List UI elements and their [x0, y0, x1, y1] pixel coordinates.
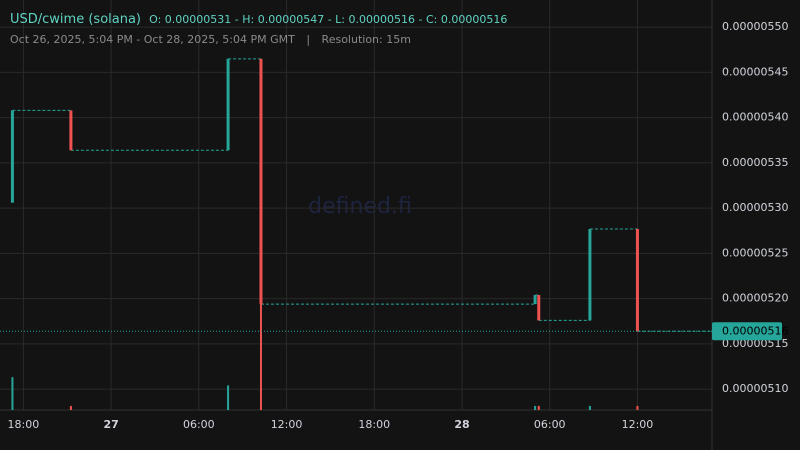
candle-body: [537, 295, 541, 321]
y-tick-label: 0.00000520: [722, 292, 788, 305]
x-tick-label: 06:00: [183, 418, 215, 431]
volume-bar: [69, 405, 72, 410]
candle-body: [533, 295, 537, 305]
volume-bar: [534, 405, 537, 410]
candle-body: [69, 110, 73, 151]
resolution: Resolution: 15m: [321, 33, 411, 46]
watermark: defined.fi: [308, 194, 412, 219]
volume-bar: [588, 405, 591, 410]
x-tick-label: 18:00: [358, 418, 390, 431]
x-tick-label: 18:00: [8, 418, 40, 431]
symbol: USD/cwime (solana): [10, 12, 141, 27]
x-tick-label: 06:00: [534, 418, 566, 431]
x-tick-label: 28: [454, 418, 469, 431]
date-range: Oct 26, 2025, 5:04 PM - Oct 28, 2025, 5:…: [10, 33, 295, 46]
subheader-line: Oct 26, 2025, 5:04 PM - Oct 28, 2025, 5:…: [10, 33, 411, 46]
volume-bar: [227, 385, 230, 410]
candle-body: [635, 228, 639, 332]
y-tick-label: 0.00000510: [722, 382, 788, 395]
y-tick-label: 0.00000525: [722, 246, 788, 259]
candle-body: [10, 110, 14, 203]
ohlc: O: 0.00000531 - H: 0.00000547 - L: 0.000…: [149, 13, 508, 26]
x-tick-label: 12:00: [622, 418, 654, 431]
separator: |: [306, 33, 311, 46]
y-tick-label: 0.00000545: [722, 65, 788, 78]
y-tick-label: 0.00000530: [722, 201, 788, 214]
y-tick-label: 0.00000535: [722, 156, 788, 169]
y-tick-label: 0.00000540: [722, 111, 788, 124]
volume-bar: [537, 405, 540, 410]
candle-body: [588, 228, 592, 321]
header-line: USD/cwime (solana) O: 0.00000531 - H: 0.…: [10, 12, 507, 27]
volume-bar: [11, 377, 14, 410]
last-price-box: [712, 322, 782, 341]
x-tick-label: 27: [103, 418, 118, 431]
volume-bar: [636, 405, 639, 410]
candle-body: [226, 58, 230, 151]
x-tick-label: 12:00: [271, 418, 303, 431]
y-tick-label: 0.00000550: [722, 20, 788, 33]
volume-bar: [259, 172, 262, 410]
last-price-label: 0.00000516: [722, 324, 788, 337]
